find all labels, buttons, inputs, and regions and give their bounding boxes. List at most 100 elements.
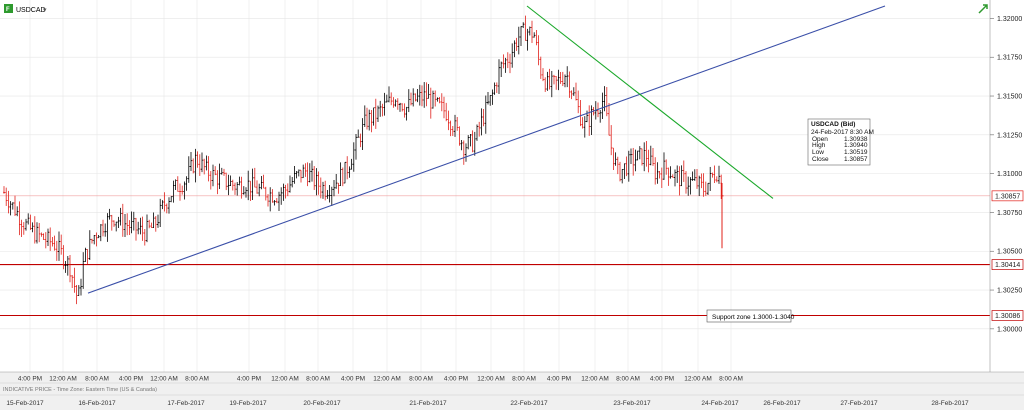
symbol-label[interactable]: USDCAD — [16, 7, 46, 14]
ohlc-bar — [198, 154, 201, 176]
ohlc-bar — [403, 103, 406, 118]
ohlc-bar — [608, 102, 610, 136]
info-high-value: 1.30940 — [844, 142, 868, 149]
ohlc-bar — [97, 234, 100, 239]
ohlc-bar — [495, 82, 498, 93]
ohlc-bar — [392, 97, 395, 108]
ohlc-bar — [58, 231, 60, 261]
ohlc-bar — [531, 20, 533, 43]
ohlc-bar — [533, 32, 536, 38]
ohlc-bar — [71, 274, 74, 289]
ohlc-bar — [711, 172, 714, 178]
ohlc-bar — [249, 180, 252, 202]
ohlc-bar — [440, 93, 443, 112]
ohlc-bar — [38, 222, 41, 243]
ohlc-bar — [581, 117, 584, 129]
x-tick-label: 4:00 PM — [650, 376, 674, 383]
green-arrow-icon[interactable] — [978, 4, 988, 14]
price-tag-frame — [991, 310, 1024, 321]
ohlc-bar — [524, 15, 527, 41]
ohlc-bar — [128, 220, 131, 236]
ohlc-bar — [14, 195, 16, 216]
ohlc-bar — [236, 182, 239, 196]
ohlc-bar — [104, 223, 107, 237]
ohlc-bar — [555, 75, 558, 90]
ohlc-bar — [647, 149, 650, 173]
ohlc-bar — [394, 99, 397, 107]
x-tick-label: 12:00 AM — [271, 376, 298, 383]
ohlc-bar — [132, 211, 135, 231]
ohlc-bar — [427, 83, 430, 99]
ohlc-bar — [223, 168, 225, 176]
x-tick-label: 8:00 AM — [409, 376, 433, 383]
ohlc-bar — [379, 100, 382, 117]
ohlc-bar — [113, 220, 115, 227]
ohlc-bar — [469, 134, 472, 147]
x-tick-label: 4:00 PM — [444, 376, 468, 383]
y-tick-label: 1.31000 — [997, 171, 1022, 178]
ohlc-bar — [614, 152, 617, 166]
ohlc-bar — [49, 227, 52, 251]
ohlc-bar — [385, 94, 388, 103]
ohlc-bar — [502, 54, 505, 69]
ohlc-bar — [62, 245, 65, 270]
ohlc-bar — [506, 52, 509, 69]
ohlc-bar — [337, 182, 340, 194]
ohlc-bar — [663, 152, 665, 180]
ohlc-bar — [436, 97, 439, 102]
ohlc-bar — [513, 40, 516, 58]
support-zone-annotation[interactable]: Support zone 1.3000-1.3040 — [706, 309, 795, 323]
ohlc-bar — [500, 61, 503, 78]
ohlc-bar — [33, 216, 36, 244]
ohlc-bar — [460, 139, 463, 151]
info-close-label: Close — [812, 156, 829, 163]
ohlc-bar — [286, 183, 289, 197]
chart-symbol-icon[interactable] — [4, 4, 13, 13]
ohlc-bar — [242, 186, 245, 195]
ohlc-bar — [253, 167, 256, 188]
ohlc-bar — [146, 214, 148, 243]
price-axis — [990, 0, 1024, 372]
ohlc-bar — [18, 201, 21, 236]
ohlc-bar — [269, 187, 272, 212]
ohlc-bar — [412, 88, 415, 107]
ohlc-bar — [95, 232, 98, 247]
ohlc-bar — [110, 214, 113, 231]
date-label: 26-Feb-2017 — [763, 400, 801, 407]
ohlc-bar — [350, 158, 353, 170]
date-label: 27-Feb-2017 — [840, 400, 878, 407]
ohlc-bar — [623, 163, 626, 180]
x-tick-label: 8:00 AM — [85, 376, 109, 383]
ohlc-bar — [568, 71, 571, 98]
x-tick-label: 8:00 AM — [616, 376, 640, 383]
ohlc-bar — [718, 165, 720, 184]
ohlc-bar — [579, 100, 582, 127]
ohlc-bar — [214, 166, 217, 176]
ohlc-bar — [630, 148, 632, 164]
x-tick-label: 12:00 AM — [477, 376, 504, 383]
ohlc-bar — [704, 181, 707, 196]
symbol-dropdown-icon[interactable]: ▾ — [43, 7, 47, 14]
ohlc-bar — [176, 176, 179, 192]
ohlc-bar — [471, 130, 474, 153]
ohlc-bar — [654, 157, 657, 185]
ohlc-bar — [641, 148, 643, 166]
date-label: 24-Feb-2017 — [701, 400, 739, 407]
ohlc-bar — [685, 171, 687, 194]
ohlc-bar — [698, 175, 701, 197]
ohlc-bar — [632, 147, 635, 176]
ohlc-bar — [42, 233, 45, 241]
footer-note: INDICATIVE PRICE - Time Zone: Eastern Ti… — [3, 387, 157, 393]
ohlc-bar — [271, 189, 274, 203]
ohlc-bar — [636, 150, 639, 161]
ohlc-bar — [601, 92, 604, 120]
ohlc-bar — [7, 190, 10, 214]
ohlc-bar — [282, 183, 285, 201]
ohlc-bar — [363, 105, 366, 127]
ohlc-bar — [163, 192, 166, 212]
ohlc-bar — [31, 222, 34, 233]
ohlc-bar — [548, 68, 551, 90]
ohlc-bar — [671, 174, 674, 178]
y-tick-label: 1.30000 — [997, 326, 1022, 333]
